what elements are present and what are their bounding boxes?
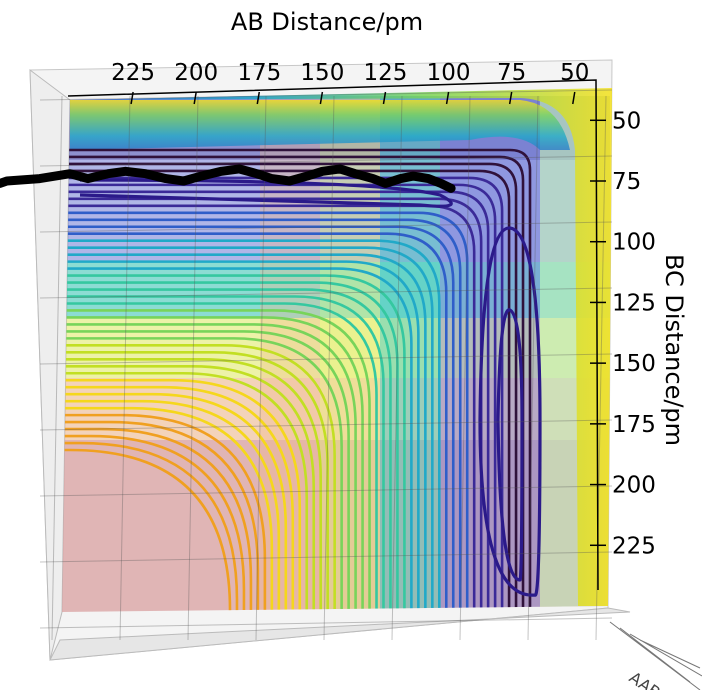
contour-line [62, 358, 322, 612]
contour-line [62, 162, 518, 612]
contour-line [62, 267, 413, 612]
contour-line [62, 295, 385, 612]
y-tick-label: 200 [612, 473, 656, 499]
grid-line [255, 95, 267, 641]
surface-rim-top [70, 100, 570, 160]
y-tick-label: 100 [612, 230, 656, 256]
x-tick-label: 75 [497, 60, 526, 86]
y-tick-label: 175 [612, 412, 656, 438]
contour-line [62, 253, 427, 612]
contour-line [62, 448, 232, 612]
contour-line [62, 434, 246, 612]
y-tick-label: 125 [612, 290, 656, 316]
x-tick-mark [193, 91, 197, 105]
x-tick-label: 225 [111, 60, 155, 86]
x-axis-ticks: 225 200 175 150 125 100 75 50 [111, 60, 589, 105]
contour-line [62, 239, 441, 612]
x-tick-mark [130, 91, 134, 105]
contour-line [62, 155, 525, 612]
trajectory-line [0, 164, 456, 193]
x-tick-label: 175 [237, 60, 281, 86]
x-tick-mark [382, 91, 387, 105]
contour-line [62, 176, 504, 612]
contour-line [62, 344, 336, 612]
svg-text:AABC: AABC [626, 668, 673, 690]
contour-line [62, 316, 364, 612]
grid-line [459, 95, 471, 641]
x-tick-label: 200 [174, 60, 218, 86]
y-tick-label: 225 [612, 533, 656, 559]
contour-line [62, 260, 420, 612]
x-tick-mark [508, 91, 513, 105]
axis-frame [67, 79, 599, 591]
x-tick-label: 125 [364, 60, 408, 86]
contour-line [62, 371, 309, 612]
contour-line [62, 309, 371, 612]
y-tick-label: 50 [612, 108, 641, 134]
x-tick-mark [319, 91, 324, 105]
contour-line [62, 232, 448, 612]
contour-loop [496, 308, 524, 582]
contour-line [62, 385, 295, 612]
y-axis-ticks: 50 75 100 125 150 175 200 225 [590, 108, 656, 559]
contour-line [62, 330, 350, 612]
contour-line [62, 281, 399, 612]
contour-line [62, 399, 281, 612]
contour-line [62, 302, 378, 612]
grid-line [391, 95, 403, 641]
x-tick-label: 50 [560, 60, 589, 86]
contour-line [62, 406, 274, 612]
grid-line [51, 95, 63, 641]
contour-line [62, 148, 532, 612]
contour-line [62, 427, 253, 612]
contour-line [62, 364, 316, 612]
contour-line [62, 274, 406, 612]
contour-line [62, 197, 483, 612]
z-axis-ticks: AABC [609, 621, 702, 690]
x-tick-mark [445, 91, 450, 105]
contour-line [62, 392, 288, 612]
surface-band-rose [62, 440, 610, 612]
contour-line [62, 337, 343, 612]
contour-line [62, 225, 455, 612]
grid-line [187, 95, 199, 641]
contour-line [62, 169, 511, 612]
y-tick-label: 75 [612, 169, 641, 195]
contour-line [62, 441, 239, 612]
y-tick-label: 150 [612, 351, 656, 377]
contour-line [62, 211, 469, 612]
contour-line [62, 323, 357, 612]
contour-line [62, 378, 302, 612]
contour-line [62, 246, 434, 612]
contour-line [62, 288, 392, 612]
x-axis-label: AB Distance/pm [231, 8, 423, 36]
grid-line [527, 95, 539, 641]
x-tick-label: 100 [427, 60, 471, 86]
x-tick-mark [256, 91, 261, 105]
y-axis-label: BC Distance/pm [660, 254, 688, 446]
contour-loop [478, 226, 542, 597]
contour-line [62, 413, 267, 612]
x-tick-mark [572, 91, 576, 105]
contour-line [62, 351, 329, 612]
contour-line [62, 183, 497, 612]
x-tick-label: 150 [300, 60, 344, 86]
contour-line [62, 420, 260, 612]
contour-line [62, 218, 462, 612]
